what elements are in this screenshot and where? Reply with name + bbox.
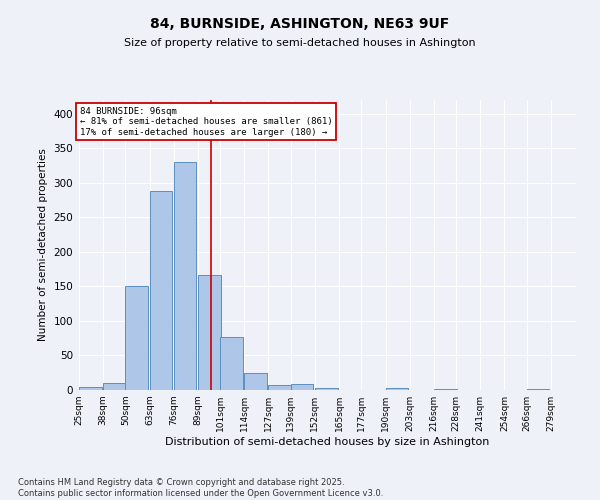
Bar bbox=[198, 274, 221, 390]
Text: Size of property relative to semi-detached houses in Ashington: Size of property relative to semi-detach… bbox=[124, 38, 476, 48]
Bar bbox=[527, 388, 550, 390]
Bar bbox=[386, 388, 408, 390]
Bar bbox=[220, 337, 243, 390]
Bar bbox=[173, 162, 196, 390]
Bar bbox=[291, 384, 313, 390]
Bar bbox=[125, 286, 148, 390]
Bar bbox=[315, 388, 338, 390]
Bar bbox=[244, 372, 267, 390]
Bar bbox=[79, 386, 101, 390]
X-axis label: Distribution of semi-detached houses by size in Ashington: Distribution of semi-detached houses by … bbox=[165, 437, 489, 447]
Text: 84 BURNSIDE: 96sqm
← 81% of semi-detached houses are smaller (861)
17% of semi-d: 84 BURNSIDE: 96sqm ← 81% of semi-detache… bbox=[80, 107, 332, 136]
Y-axis label: Number of semi-detached properties: Number of semi-detached properties bbox=[38, 148, 48, 342]
Bar bbox=[103, 383, 126, 390]
Bar bbox=[149, 191, 172, 390]
Text: Contains HM Land Registry data © Crown copyright and database right 2025.
Contai: Contains HM Land Registry data © Crown c… bbox=[18, 478, 383, 498]
Bar bbox=[268, 385, 291, 390]
Bar bbox=[434, 388, 457, 390]
Text: 84, BURNSIDE, ASHINGTON, NE63 9UF: 84, BURNSIDE, ASHINGTON, NE63 9UF bbox=[151, 18, 449, 32]
